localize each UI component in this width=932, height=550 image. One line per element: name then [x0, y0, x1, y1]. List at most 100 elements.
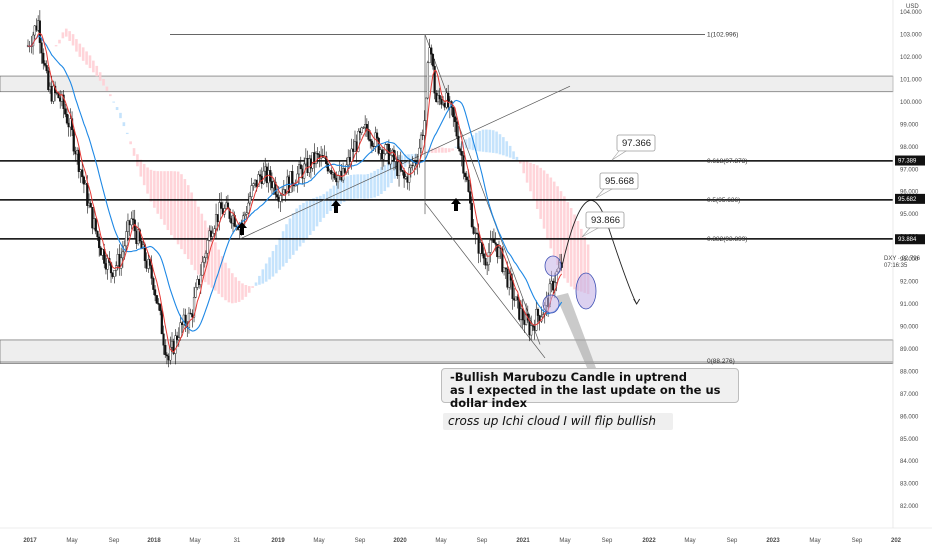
- candle-body: [362, 127, 365, 129]
- price-callouts[interactable]: 97.366 95.668 93.866: [581, 134, 656, 238]
- y-tick-label: 82.000: [900, 504, 919, 510]
- cloud-slice: [241, 283, 244, 300]
- candle-body: [336, 175, 340, 183]
- downtrend-line-lower: [424, 202, 546, 359]
- annotation-ichimoku[interactable]: cross up Ichi cloud I will flip bullish: [443, 413, 673, 430]
- fib-0.5-label: 0.5(95.636): [707, 197, 740, 204]
- cloud-slice: [92, 60, 95, 73]
- up-arrow-icon: [237, 222, 247, 235]
- cloud-slice: [237, 280, 241, 302]
- annotation-marubozu[interactable]: -Bullish Marubozu Candle in uptrend as I…: [441, 368, 739, 410]
- cloud-slice: [359, 174, 363, 199]
- candle-body: [126, 220, 130, 232]
- cloud-slice: [471, 135, 475, 151]
- cloud-slice: [268, 257, 271, 280]
- cloud-slice: [508, 145, 512, 158]
- y-tick-label: 83.000: [900, 482, 919, 488]
- candle-body: [257, 174, 260, 187]
- candle-body: [369, 139, 372, 142]
- cloud-slice: [190, 192, 193, 265]
- cloud-slice: [68, 31, 71, 41]
- cloud-slice: [64, 28, 68, 37]
- fib-0-label: 0(88.276): [707, 358, 735, 365]
- cloud-slice: [576, 220, 580, 291]
- x-tick-label: Sep: [477, 538, 488, 544]
- cloud-slice: [332, 185, 336, 209]
- candle-body: [52, 85, 55, 102]
- y-tick-label: 102.000: [900, 55, 922, 61]
- y-tick-label: 86.000: [900, 414, 919, 420]
- cloud-slice: [203, 220, 207, 283]
- cloud-slice: [495, 131, 498, 154]
- candle-body: [125, 231, 128, 247]
- cloud-slice: [386, 162, 390, 188]
- candle-body: [160, 310, 163, 335]
- cloud-slice: [71, 34, 75, 46]
- x-tick-label: May: [189, 538, 200, 544]
- cloud-slice: [227, 268, 231, 303]
- cloud-slice: [234, 277, 237, 303]
- cloud-slice: [146, 167, 149, 194]
- candle-body: [489, 239, 492, 253]
- cloud-slice: [142, 163, 146, 186]
- candle-body: [113, 270, 116, 277]
- candle-body: [408, 167, 411, 183]
- candle-body: [428, 47, 431, 63]
- candle-body: [325, 156, 328, 164]
- y-tick-label: 96.000: [900, 190, 919, 196]
- candle-body: [259, 174, 262, 177]
- cloud-slice: [115, 107, 119, 111]
- projection-arrowhead: [633, 298, 641, 305]
- cloud-slice: [319, 195, 322, 222]
- candle-body: [460, 151, 463, 156]
- cloud-slice: [183, 179, 187, 255]
- cloud-slice: [153, 170, 156, 208]
- candle-body: [199, 274, 202, 285]
- cloud-slice: [176, 171, 180, 245]
- candle-body: [535, 309, 538, 331]
- cloud-slice: [224, 262, 227, 301]
- candle-body: [291, 171, 294, 186]
- highlight-ellipse: [542, 294, 560, 314]
- cloud-slice: [170, 171, 173, 236]
- candle-body: [77, 150, 80, 172]
- cloud-slice: [529, 162, 532, 192]
- candle-body: [438, 95, 441, 100]
- candle-body: [403, 171, 406, 179]
- moving-averages: [27, 32, 563, 353]
- x-axis[interactable]: 2017 May Sep 2018 May 31 2019 May Sep 2020 May Sep 2…: [0, 527, 932, 544]
- cloud-slice: [413, 153, 417, 158]
- x-tick-label: May: [684, 538, 695, 544]
- cloud-slice: [258, 275, 261, 285]
- candle-body: [440, 98, 443, 105]
- current-time: 07:16:35: [884, 263, 908, 269]
- candle-body: [501, 248, 504, 272]
- callout-tail: [611, 150, 628, 161]
- y-axis[interactable]: 82.000 83.000 84.000 85.000 86.000 87.000 88.0…: [892, 0, 925, 528]
- cloud-slice: [75, 39, 78, 52]
- candle-body: [62, 94, 65, 109]
- cloud-slice: [552, 181, 556, 257]
- candle-body: [279, 195, 282, 202]
- candle-body: [314, 153, 318, 165]
- candle-body: [502, 267, 506, 272]
- highlight-ellipse: [544, 255, 562, 277]
- candle-body: [508, 273, 511, 288]
- candle-body: [164, 345, 167, 356]
- candle-body: [162, 333, 165, 346]
- cloud-slice: [468, 137, 471, 150]
- cloud-slice: [519, 160, 522, 164]
- candle-body: [174, 335, 177, 354]
- candle-body: [91, 207, 94, 229]
- cloud-slice: [441, 147, 444, 153]
- cloud-slice: [315, 196, 319, 227]
- cloud-slice: [356, 174, 359, 199]
- candle-body: [275, 194, 279, 198]
- cloud-slice: [373, 170, 376, 198]
- candle-body: [165, 354, 169, 357]
- cloud-slice: [78, 43, 82, 57]
- cloud-slice: [285, 224, 288, 263]
- symbol: DXY: [884, 256, 897, 262]
- cloud-slice: [139, 159, 143, 177]
